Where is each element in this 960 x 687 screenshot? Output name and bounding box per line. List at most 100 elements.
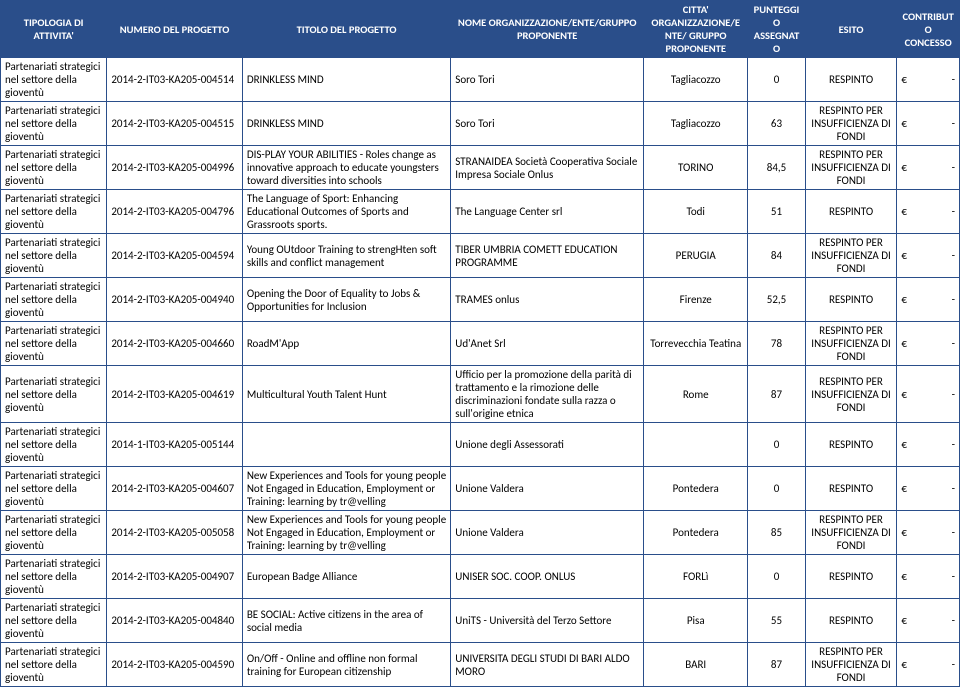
amount-dash: - (952, 570, 955, 583)
amount-dash: - (952, 293, 955, 306)
currency-symbol: € (901, 658, 907, 671)
cell-tipologia: Partenariati strategici nel settore dell… (1, 366, 107, 423)
cell-org: UniTS - Università del Terzo Settore (451, 599, 644, 643)
table-body: Partenariati strategici nel settore dell… (1, 58, 960, 687)
currency-symbol: € (901, 482, 907, 495)
cell-punteggio: 0 (748, 423, 805, 467)
table-row: Partenariati strategici nel settore dell… (1, 467, 960, 511)
cell-contributo: €- (897, 146, 960, 190)
cell-citta (644, 423, 748, 467)
cell-numero: 2014-2-IT03-KA205-004514 (107, 58, 243, 102)
cell-tipologia: Partenariati strategici nel settore dell… (1, 58, 107, 102)
cell-punteggio: 0 (748, 555, 805, 599)
cell-titolo: Multicultural Youth Talent Hunt (242, 366, 450, 423)
currency-symbol: € (901, 73, 907, 86)
cell-tipologia: Partenariati strategici nel settore dell… (1, 555, 107, 599)
cell-contributo: €- (897, 599, 960, 643)
cell-org: UNISER SOC. COOP. ONLUS (451, 555, 644, 599)
cell-numero: 2014-2-IT03-KA205-004515 (107, 102, 243, 146)
cell-contributo: €- (897, 322, 960, 366)
cell-numero: 2014-2-IT03-KA205-004796 (107, 190, 243, 234)
cell-numero: 2014-1-IT03-KA205-005144 (107, 423, 243, 467)
cell-org: Soro Tori (451, 58, 644, 102)
cell-contributo: €- (897, 58, 960, 102)
cell-tipologia: Partenariati strategici nel settore dell… (1, 511, 107, 555)
cell-citta: Tagliacozzo (644, 102, 748, 146)
header-citta: CITTA' ORGANIZZAZIONE/ENTE/ GRUPPO PROPO… (644, 1, 748, 58)
cell-numero: 2014-2-IT03-KA205-004996 (107, 146, 243, 190)
amount-dash: - (952, 658, 955, 671)
cell-esito: RESPINTO PER INSUFFICIENZA DI FONDI (805, 322, 897, 366)
cell-citta: Todi (644, 190, 748, 234)
amount-dash: - (952, 249, 955, 262)
header-titolo: TITOLO DEL PROGETTO (242, 1, 450, 58)
cell-titolo: DRINKLESS MIND (242, 102, 450, 146)
cell-numero: 2014-2-IT03-KA205-004590 (107, 643, 243, 687)
cell-numero: 2014-2-IT03-KA205-005058 (107, 511, 243, 555)
currency-symbol: € (901, 117, 907, 130)
table-row: Partenariati strategici nel settore dell… (1, 58, 960, 102)
table-row: Partenariati strategici nel settore dell… (1, 599, 960, 643)
table-row: Partenariati strategici nel settore dell… (1, 643, 960, 687)
table-row: Partenariati strategici nel settore dell… (1, 555, 960, 599)
cell-punteggio: 84 (748, 234, 805, 278)
cell-citta: Tagliacozzo (644, 58, 748, 102)
cell-titolo (242, 423, 450, 467)
cell-contributo: €- (897, 278, 960, 322)
table-row: Partenariati strategici nel settore dell… (1, 322, 960, 366)
cell-numero: 2014-2-IT03-KA205-004840 (107, 599, 243, 643)
cell-numero: 2014-2-IT03-KA205-004907 (107, 555, 243, 599)
cell-org: Unione degli Assessorati (451, 423, 644, 467)
cell-esito: RESPINTO PER INSUFFICIENZA DI FONDI (805, 146, 897, 190)
cell-numero: 2014-2-IT03-KA205-004619 (107, 366, 243, 423)
cell-tipologia: Partenariati strategici nel settore dell… (1, 643, 107, 687)
cell-tipologia: Partenariati strategici nel settore dell… (1, 234, 107, 278)
currency-symbol: € (901, 570, 907, 583)
table-row: Partenariati strategici nel settore dell… (1, 234, 960, 278)
header-punteggio: PUNTEGGIO ASSEGNATO (748, 1, 805, 58)
amount-dash: - (952, 73, 955, 86)
cell-citta: FORLì (644, 555, 748, 599)
table-row: Partenariati strategici nel settore dell… (1, 366, 960, 423)
cell-titolo: The Language of Sport: Enhancing Educati… (242, 190, 450, 234)
cell-esito: RESPINTO (805, 423, 897, 467)
currency-symbol: € (901, 293, 907, 306)
cell-punteggio: 84,5 (748, 146, 805, 190)
cell-org: STRANAIDEA Società Cooperativa Sociale I… (451, 146, 644, 190)
cell-esito: RESPINTO (805, 278, 897, 322)
cell-org: UNIVERSITA DEGLI STUDI DI BARI ALDO MORO (451, 643, 644, 687)
cell-titolo: New Experiences and Tools for young peop… (242, 467, 450, 511)
cell-citta: Rome (644, 366, 748, 423)
currency-symbol: € (901, 205, 907, 218)
cell-org: Ufficio per la promozione della parità d… (451, 366, 644, 423)
amount-dash: - (952, 438, 955, 451)
cell-punteggio: 55 (748, 599, 805, 643)
cell-esito: RESPINTO PER INSUFFICIENZA DI FONDI (805, 234, 897, 278)
cell-org: Soro Tori (451, 102, 644, 146)
cell-citta: Firenze (644, 278, 748, 322)
cell-contributo: €- (897, 366, 960, 423)
cell-esito: RESPINTO (805, 467, 897, 511)
cell-contributo: €- (897, 423, 960, 467)
cell-org: Ud'Anet Srl (451, 322, 644, 366)
cell-titolo: New Experiences and Tools for young peop… (242, 511, 450, 555)
header-nome-org: NOME ORGANIZZAZIONE/ENTE/GRUPPO PROPONEN… (451, 1, 644, 58)
cell-punteggio: 63 (748, 102, 805, 146)
cell-titolo: Young OUtdoor Training to strengHten sof… (242, 234, 450, 278)
cell-tipologia: Partenariati strategici nel settore dell… (1, 278, 107, 322)
cell-tipologia: Partenariati strategici nel settore dell… (1, 102, 107, 146)
cell-punteggio: 52,5 (748, 278, 805, 322)
table-row: Partenariati strategici nel settore dell… (1, 511, 960, 555)
cell-numero: 2014-2-IT03-KA205-004940 (107, 278, 243, 322)
cell-titolo: European Badge Alliance (242, 555, 450, 599)
table-header: TIPOLOGIA DI ATTIVITA' NUMERO DEL PROGET… (1, 1, 960, 58)
amount-dash: - (952, 117, 955, 130)
amount-dash: - (952, 482, 955, 495)
amount-dash: - (952, 388, 955, 401)
header-esito: ESITO (805, 1, 897, 58)
cell-citta: TORINO (644, 146, 748, 190)
currency-symbol: € (901, 614, 907, 627)
cell-tipologia: Partenariati strategici nel settore dell… (1, 146, 107, 190)
currency-symbol: € (901, 438, 907, 451)
cell-tipologia: Partenariati strategici nel settore dell… (1, 322, 107, 366)
